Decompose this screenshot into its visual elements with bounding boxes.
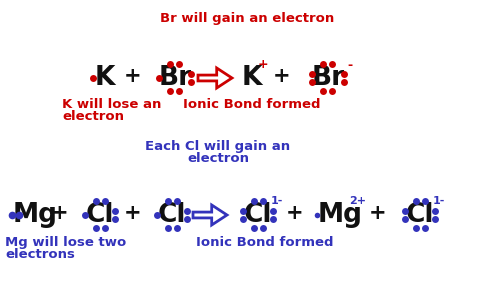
Text: +: + — [286, 203, 304, 223]
Text: +: + — [124, 66, 142, 86]
Text: +: + — [258, 58, 268, 71]
Text: Ionic Bond formed: Ionic Bond formed — [183, 98, 321, 111]
Text: electrons: electrons — [5, 248, 75, 261]
Text: Cl: Cl — [86, 202, 114, 228]
Text: 2+: 2+ — [349, 196, 367, 206]
Text: Mg will lose two: Mg will lose two — [5, 236, 126, 249]
Text: K: K — [242, 65, 262, 91]
Text: 1-: 1- — [271, 196, 283, 206]
Polygon shape — [198, 68, 232, 88]
Text: Mg: Mg — [12, 202, 57, 228]
Text: +: + — [51, 203, 69, 223]
Text: electron: electron — [62, 110, 124, 123]
Text: -: - — [347, 58, 353, 71]
Text: Cl: Cl — [158, 202, 186, 228]
Text: +: + — [369, 203, 387, 223]
Text: K: K — [95, 65, 115, 91]
Text: Mg: Mg — [318, 202, 363, 228]
Text: electron: electron — [187, 152, 249, 165]
Text: Cl: Cl — [406, 202, 434, 228]
Text: Br will gain an electron: Br will gain an electron — [160, 12, 334, 25]
Polygon shape — [193, 205, 227, 225]
Text: Br: Br — [159, 65, 192, 91]
Text: Each Cl will gain an: Each Cl will gain an — [145, 140, 290, 153]
Text: Ionic Bond formed: Ionic Bond formed — [196, 236, 334, 249]
Text: Cl: Cl — [244, 202, 272, 228]
Text: +: + — [273, 66, 291, 86]
Text: K will lose an: K will lose an — [62, 98, 162, 111]
Text: Br: Br — [311, 65, 344, 91]
Text: 1-: 1- — [433, 196, 445, 206]
Text: +: + — [124, 203, 142, 223]
